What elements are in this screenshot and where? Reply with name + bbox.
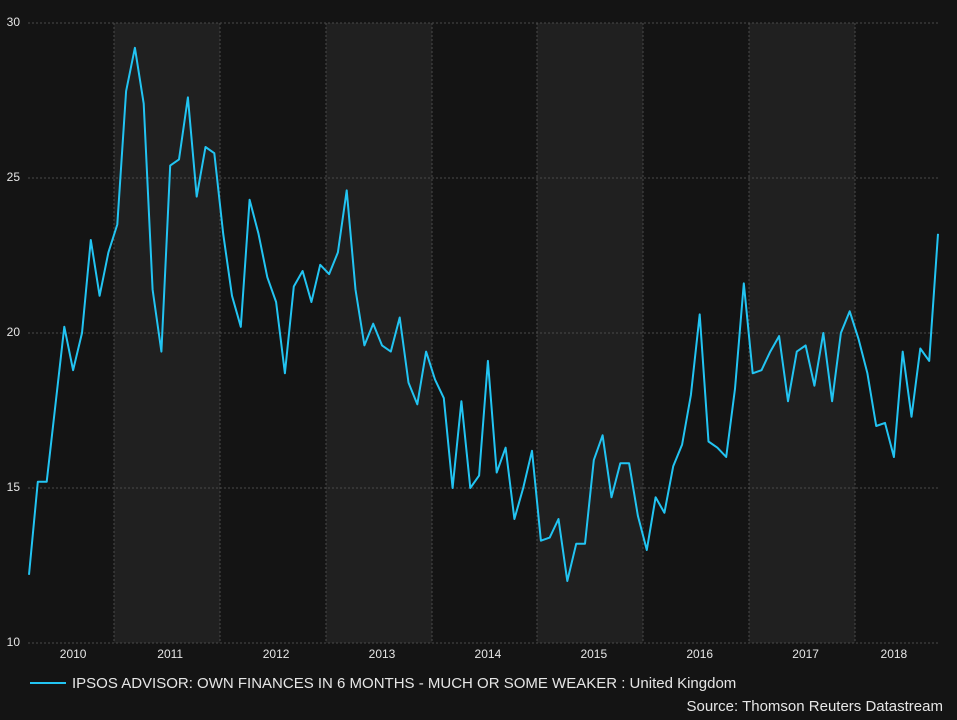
series-line [28,46,939,582]
x-tick-label: 2015 [580,647,607,661]
y-tick-label: 30 [7,15,21,29]
x-tick-label: 2010 [60,647,87,661]
band [114,23,220,643]
y-tick-label: 15 [7,480,21,494]
y-tick-label: 25 [7,170,21,184]
y-tick-label: 10 [7,635,21,649]
x-tick-label: 2016 [686,647,713,661]
x-tick-label: 2018 [881,647,908,661]
x-tick-label: 2012 [263,647,290,661]
x-tick-label: 2011 [157,647,183,661]
x-tick-label: 2017 [792,647,819,661]
source: Source: Thomson Reuters Datastream [686,698,943,715]
y-tick-label: 20 [7,325,21,339]
band [326,23,432,643]
x-tick-label: 2013 [369,647,396,661]
legend-label: IPSOS ADVISOR: OWN FINANCES IN 6 MONTHS … [72,675,736,692]
x-tick-label: 2014 [475,647,502,661]
